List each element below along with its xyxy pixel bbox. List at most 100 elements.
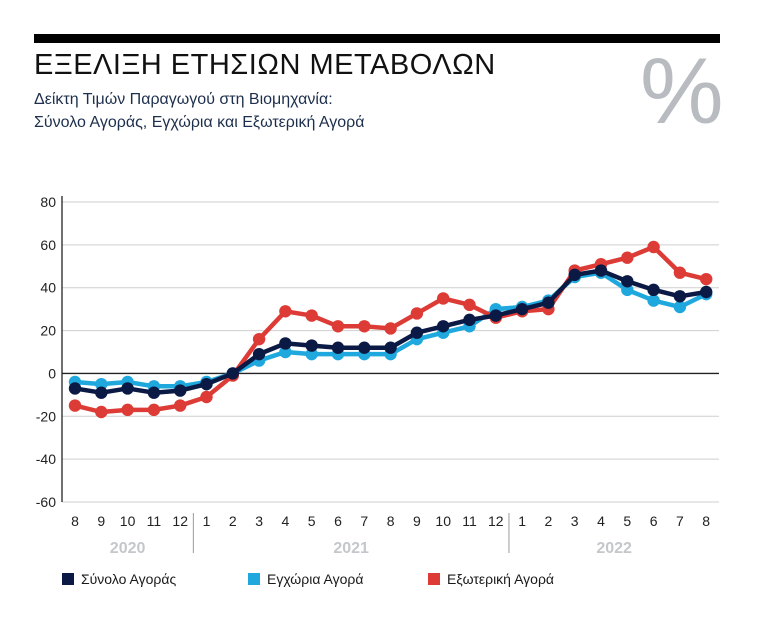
data-point-total — [673, 290, 687, 303]
data-point-total — [437, 320, 450, 333]
x-tick-label: 3 — [255, 513, 263, 529]
data-point-external — [437, 292, 450, 305]
y-tick-label: 0 — [48, 365, 56, 381]
data-point-total — [489, 309, 502, 322]
data-point-total — [174, 384, 187, 397]
x-tick-label: 8 — [71, 513, 79, 529]
data-point-external — [621, 251, 634, 264]
x-tick-label: 11 — [462, 513, 477, 529]
x-tick-label: 5 — [308, 513, 316, 529]
data-point-total — [358, 341, 371, 354]
x-tick-label: 10 — [435, 513, 451, 529]
y-tick-label: -20 — [36, 408, 56, 424]
data-point-total — [700, 285, 713, 299]
data-point-domestic — [647, 294, 660, 307]
x-tick-label: 3 — [571, 513, 579, 529]
data-point-total — [121, 382, 134, 395]
x-tick-label: 5 — [623, 513, 631, 529]
data-point-total — [463, 313, 476, 327]
data-point-external — [647, 240, 660, 254]
year-label: 2021 — [333, 540, 369, 557]
x-tick-label: 12 — [488, 513, 504, 529]
x-tick-label: 6 — [650, 513, 658, 529]
data-point-total — [331, 341, 345, 354]
y-tick-label: -60 — [36, 494, 56, 510]
legend-label-total: Σύνολο Αγοράς — [81, 571, 177, 587]
data-point-external — [200, 390, 213, 404]
page-title: ΕΞΕΛΙΞΗ ΕΤΗΣΙΩΝ ΜΕΤΑΒΟΛΩΝ — [34, 49, 496, 81]
data-point-external — [358, 320, 371, 333]
legend-item-external: Εξωτερική Αγορά — [428, 571, 554, 587]
data-point-domestic — [673, 300, 687, 314]
data-point-external — [700, 272, 713, 286]
data-point-domestic — [305, 347, 318, 361]
y-tick-label: 40 — [40, 280, 56, 296]
data-point-total — [542, 296, 555, 309]
data-point-external — [95, 405, 108, 419]
x-tick-label: 9 — [97, 513, 105, 529]
legend-label-external: Εξωτερική Αγορά — [447, 571, 555, 587]
year-label: 2020 — [110, 540, 146, 557]
x-tick-label: 9 — [413, 513, 421, 529]
y-tick-label: 20 — [40, 323, 56, 339]
data-point-total — [68, 382, 82, 395]
subtitle-line-2: Σύνολο Αγοράς, Εγχώρια και Εξωτερική Αγο… — [34, 114, 365, 131]
data-point-total — [95, 386, 108, 399]
legend-label-domestic: Εγχώρια Αγορά — [267, 571, 364, 587]
data-point-total — [226, 367, 239, 380]
data-point-external — [305, 309, 318, 322]
data-point-total — [410, 326, 424, 339]
data-point-total — [568, 268, 581, 282]
data-point-domestic — [95, 377, 108, 391]
legend-item-total: Σύνολο Αγοράς — [62, 571, 176, 587]
data-point-external — [68, 399, 82, 412]
y-tick-label: 60 — [40, 237, 56, 253]
data-point-domestic — [279, 345, 292, 359]
data-point-external — [147, 403, 161, 417]
x-tick-label: 8 — [702, 513, 710, 529]
data-point-total — [384, 341, 397, 354]
x-tick-label: 10 — [120, 513, 136, 529]
x-tick-label: 6 — [334, 513, 342, 529]
legend-item-domestic: Εγχώρια Αγορά — [248, 571, 363, 587]
subtitle-line-1: Δείκτη Τιμών Παραγωγού στη Βιομηχανία: — [34, 91, 333, 108]
data-point-total — [252, 347, 266, 361]
data-point-external — [121, 403, 134, 417]
data-point-external — [463, 298, 476, 312]
legend-swatch-total — [62, 573, 74, 585]
data-point-total — [621, 275, 634, 288]
x-tick-label: 4 — [597, 513, 605, 529]
x-tick-label: 4 — [282, 513, 290, 529]
year-label: 2022 — [596, 540, 632, 557]
data-point-total — [515, 302, 529, 316]
x-tick-label: 7 — [360, 513, 368, 529]
data-point-total — [147, 386, 161, 399]
x-tick-label: 2 — [229, 513, 237, 529]
data-point-external — [279, 305, 292, 318]
data-point-total — [594, 264, 608, 277]
x-tick-label: 11 — [147, 513, 162, 529]
data-point-external — [673, 266, 687, 279]
data-point-total — [200, 377, 213, 391]
x-tick-label: 1 — [203, 513, 211, 529]
x-tick-label: 12 — [172, 513, 188, 529]
y-tick-label: 80 — [40, 194, 56, 210]
header-rule — [34, 34, 720, 43]
data-point-external — [384, 322, 397, 335]
data-point-domestic — [621, 283, 634, 297]
legend-swatch-domestic — [248, 573, 260, 585]
legend-swatch-external — [428, 573, 440, 585]
data-point-external — [331, 320, 345, 333]
x-tick-label: 7 — [676, 513, 684, 529]
x-tick-label: 8 — [387, 513, 395, 529]
x-tick-label: 2 — [545, 513, 553, 529]
data-point-total — [279, 337, 292, 350]
y-tick-label: -40 — [36, 451, 56, 467]
data-point-total — [647, 283, 660, 297]
x-tick-label: 1 — [518, 513, 526, 529]
data-point-external — [252, 332, 266, 346]
data-point-total — [305, 339, 318, 352]
percent-icon: % — [640, 38, 724, 143]
data-point-external — [410, 307, 424, 320]
